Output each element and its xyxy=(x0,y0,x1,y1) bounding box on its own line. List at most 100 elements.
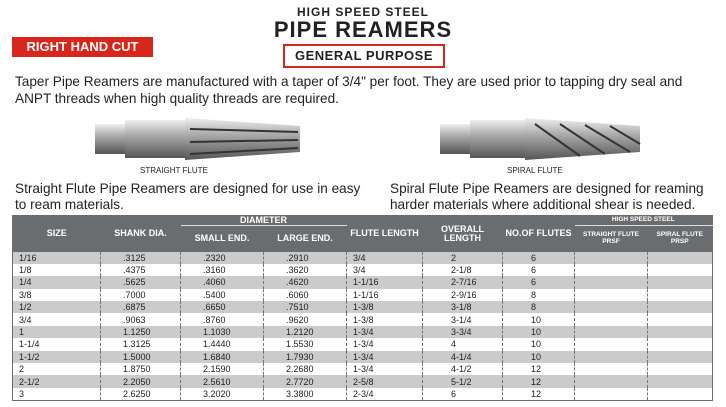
table-cell: 6 xyxy=(502,263,575,277)
table-row: 1/4.5625.4060.4620 1-1/16 2-7/16 6 xyxy=(12,276,713,289)
table-cell: 2.6250 xyxy=(100,387,181,401)
table-row: 1/2.6875.6650.7510 1-3/8 3-1/8 8 xyxy=(12,301,713,314)
table-cell: 1.8750 xyxy=(100,363,181,376)
table-cell: .5400 xyxy=(180,288,264,302)
table-cell: .4375 xyxy=(100,263,181,277)
table-cell: 12 xyxy=(502,387,575,401)
table-cell: 10 xyxy=(502,338,575,351)
table-cell xyxy=(646,338,713,351)
col-shank: SHANK DIA. xyxy=(100,215,181,252)
table-cell xyxy=(574,375,648,388)
table-cell: 12 xyxy=(502,375,575,388)
table-row: 1 1.1250 1.1030 1.2120 1-3/4 3-3/4 10 xyxy=(12,325,713,339)
right-hand-cut-badge: RIGHT HAND CUT xyxy=(12,37,153,57)
table-cell xyxy=(574,251,648,264)
col-overall-length: OVERALL LENGTH xyxy=(422,215,503,252)
table-row: 2 1.8750 2.1590 2.2680 1-3/4 4-1/2 12 xyxy=(13,363,713,376)
table-cell: 2.7720 xyxy=(263,375,347,388)
table-cell xyxy=(646,387,713,401)
table-row: 3/4 .9063.8760.9620 1-3/8 3-1/4 10 xyxy=(13,313,713,326)
table-cell xyxy=(574,363,648,376)
col-diameter: DIAMETER xyxy=(180,215,347,226)
table-cell: 6 xyxy=(502,276,575,289)
table-cell: 6 xyxy=(422,387,503,401)
table-cell: 3-1/8 xyxy=(422,301,503,314)
table-cell: .9620 xyxy=(263,313,347,326)
table-cell: 12 xyxy=(502,363,575,376)
col-spiral-flute: SPIRAL FLUTE PRSP xyxy=(647,225,713,252)
col-size: SIZE xyxy=(12,215,101,252)
table-cell xyxy=(574,301,648,314)
supertitle: HIGH SPEED STEEL xyxy=(296,5,430,19)
table-cell xyxy=(646,276,713,289)
table-cell: 6 xyxy=(502,251,575,264)
table-cell: 2.2050 xyxy=(100,375,181,388)
straight-flute-label: STRAIGHT FLUTE xyxy=(140,166,208,175)
table-cell: .5625 xyxy=(100,276,181,289)
table-cell: 1-3/4 xyxy=(346,338,423,351)
table-row: 2-1/2 2.2050 2.5610 2.7720 2-5/8 5-1/2 12 xyxy=(12,375,713,388)
table-cell: 1.5530 xyxy=(263,338,347,351)
table-cell: 1/16 xyxy=(12,251,101,264)
table-row: 1-1/2 1.5000 1.6840 1.7930 1-3/4 4-1/4 10 xyxy=(12,350,713,364)
col-large-end: LARGE END. xyxy=(263,225,347,252)
col-no-of-flutes: NO.OF FLUTES xyxy=(502,215,575,252)
table-cell: 3/4 xyxy=(346,251,423,264)
table-cell xyxy=(646,363,713,376)
table-cell xyxy=(574,387,648,401)
table-cell: 2.1590 xyxy=(180,363,264,376)
table-cell xyxy=(646,375,713,388)
table-cell: 3/4 xyxy=(19,314,32,325)
table-row: 1/16.3125.2320.2910 3/4 2 6 xyxy=(12,251,713,264)
col-straight-flute: STRAIGHT FLUTE PRSF xyxy=(574,225,648,252)
table-cell xyxy=(574,263,648,277)
table-cell: 1-1/4 xyxy=(19,339,40,350)
table-cell: 2 xyxy=(422,251,503,264)
table-cell: 10 xyxy=(502,313,575,326)
table-cell xyxy=(574,288,648,302)
table-cell: 1.5000 xyxy=(100,350,181,364)
table-cell: 1.1030 xyxy=(180,325,264,339)
table-cell xyxy=(646,263,713,277)
table-cell: 2 xyxy=(19,364,25,375)
table-cell: 8 xyxy=(502,288,575,302)
table-cell: 8 xyxy=(502,301,575,314)
table-cell: 1/8 xyxy=(19,265,32,276)
category-label: GENERAL PURPOSE xyxy=(283,44,445,68)
table-cell: 1.7930 xyxy=(263,350,347,364)
table-cell: .6060 xyxy=(263,288,347,302)
col-small-end: SMALL END. xyxy=(180,225,264,252)
table-cell xyxy=(646,325,713,339)
table-cell: 1-3/8 xyxy=(346,313,423,326)
table-cell: 3 xyxy=(19,388,25,399)
col-high-speed-steel: HIGH SPEED STEEL xyxy=(574,215,713,226)
table-cell: .6875 xyxy=(100,301,181,314)
table-cell: 4-1/2 xyxy=(422,363,503,376)
table-cell: 2-3/4 xyxy=(346,387,423,401)
table-cell: 2-7/16 xyxy=(422,276,503,289)
table-cell: 1/4 xyxy=(12,276,101,289)
table-cell: 5-1/2 xyxy=(422,375,503,388)
table-row: 1-1/4 1.3125 1.4440 1.5530 1-3/4 4 10 xyxy=(13,338,713,351)
table-cell: 10 xyxy=(502,325,575,339)
table-cell: 3/8 xyxy=(19,289,32,300)
table-cell: 1-3/4 xyxy=(346,363,423,376)
table-cell: .3125 xyxy=(100,251,181,264)
table-cell xyxy=(574,338,648,351)
table-cell: 2-1/8 xyxy=(422,263,503,277)
table-cell: 1-1/16 xyxy=(346,276,423,289)
specifications-table: SIZE SHANK DIA. DIAMETER FLUTE LENGTH OV… xyxy=(12,215,714,402)
spiral-flute-label: SPIRAL FLUTE xyxy=(507,166,563,175)
straight-flute-reamer-image xyxy=(95,118,300,160)
intro-text: Taper Pipe Reamers are manufactured with… xyxy=(15,74,683,106)
table-cell: 3-1/4 xyxy=(422,313,503,326)
table-cell: 1.2120 xyxy=(263,325,347,339)
table-cell: .2320 xyxy=(180,251,264,264)
table-row: 1/8 .4375.3160.3620 3/4 2-1/8 6 xyxy=(13,263,713,277)
table-cell xyxy=(646,301,713,314)
table-cell: 2-1/2 xyxy=(12,375,101,388)
table-cell: 1.4440 xyxy=(180,338,264,351)
table-cell xyxy=(646,288,713,302)
table-cell: 4-1/4 xyxy=(422,350,503,364)
table-cell: 1/2 xyxy=(12,301,101,314)
